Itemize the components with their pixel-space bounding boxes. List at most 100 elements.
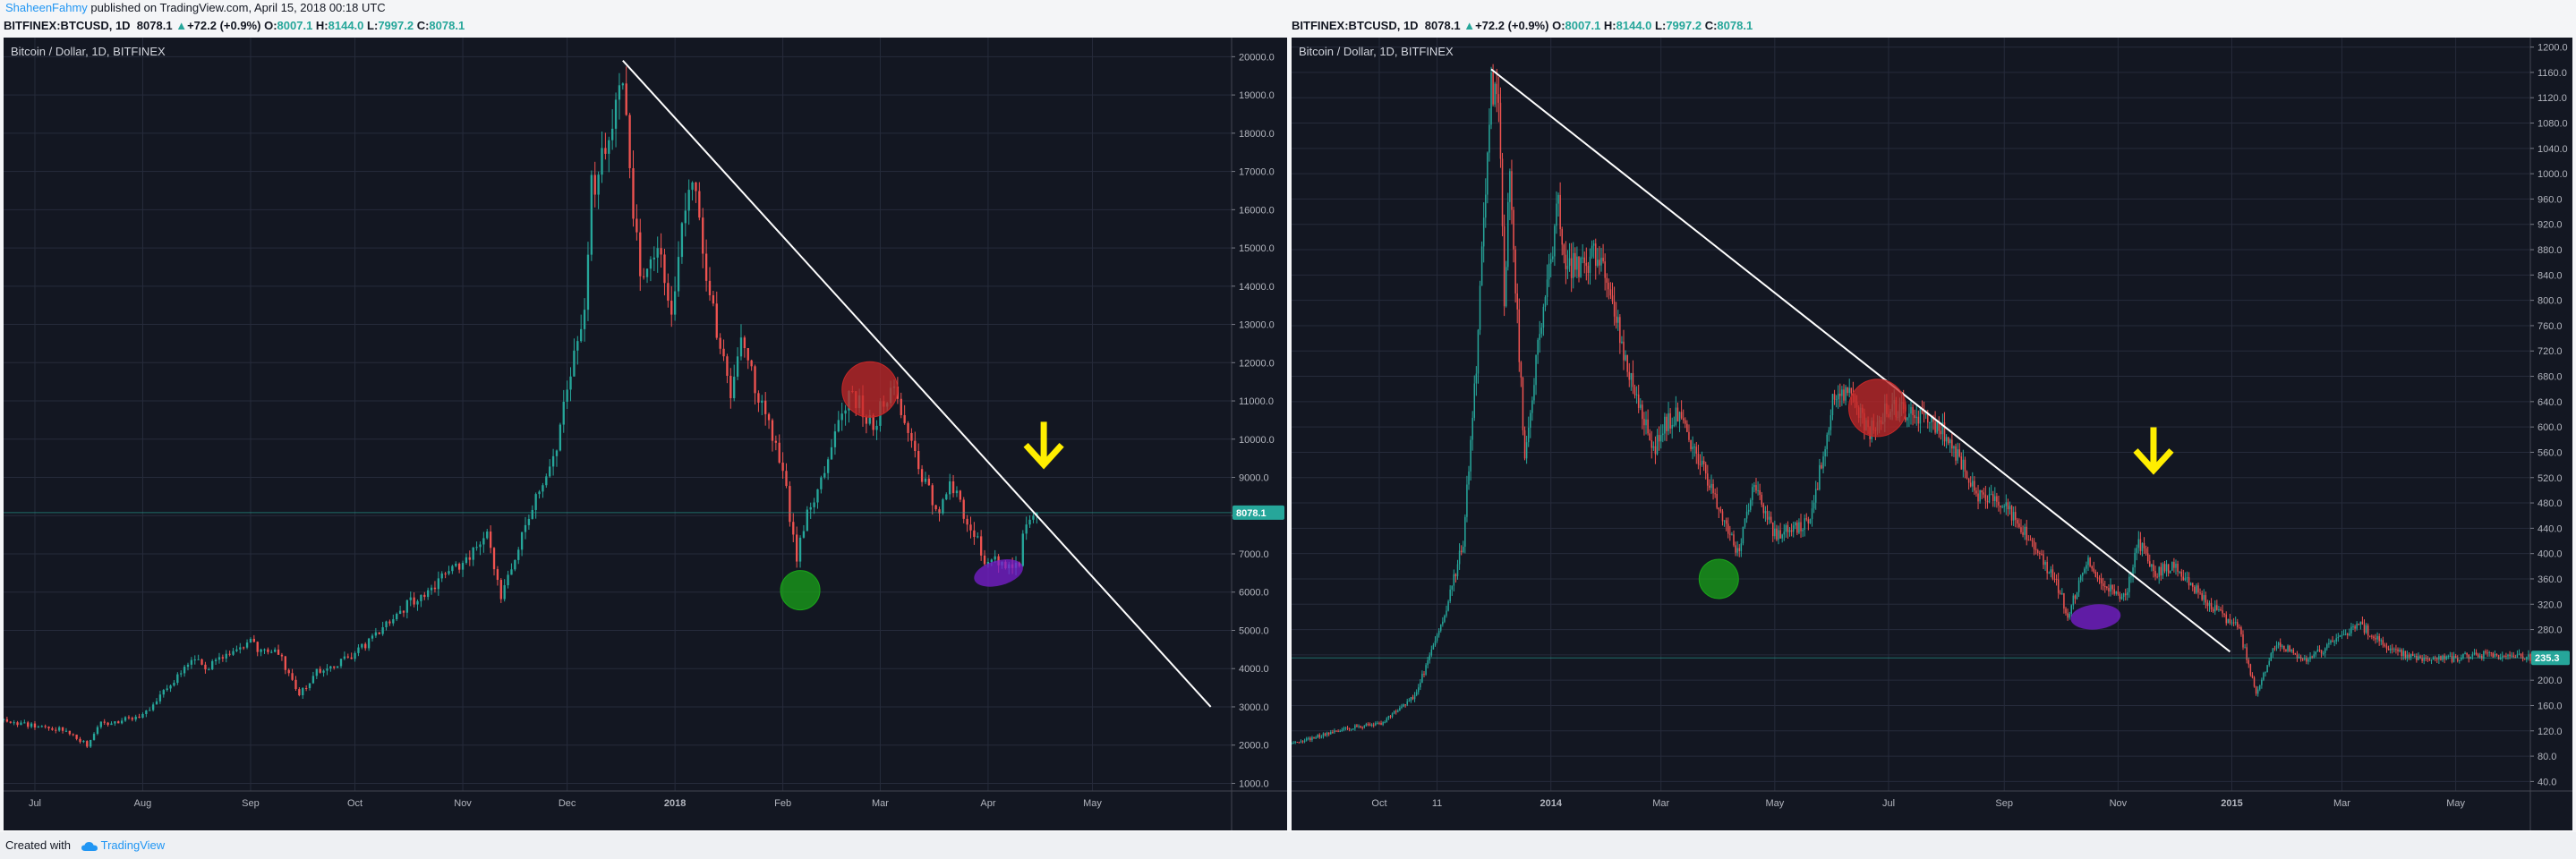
candle	[2137, 531, 2140, 554]
legend-high: 8144.0	[1616, 19, 1652, 32]
candle	[173, 680, 175, 687]
trendline[interactable]	[622, 59, 1212, 708]
y-tick-label: 160.0	[2538, 701, 2563, 711]
candle	[245, 639, 249, 650]
down-arrow-icon[interactable]	[2133, 427, 2174, 475]
candle	[1609, 282, 1612, 300]
candle	[1415, 689, 1418, 697]
candle	[183, 665, 186, 677]
x-tick-label: Jul	[1882, 798, 1895, 809]
candle	[840, 402, 843, 431]
chart-panel-2013-2015[interactable]: 40.080.0120.0160.0200.0240.0280.0320.036…	[1292, 38, 2572, 830]
candle	[2234, 617, 2237, 626]
candle	[983, 549, 986, 566]
candle	[2119, 591, 2121, 602]
candle	[2488, 651, 2490, 657]
candle	[2189, 582, 2192, 586]
candle	[2048, 571, 2050, 574]
candle	[1666, 413, 1668, 442]
candle	[1710, 474, 1712, 494]
candle	[1701, 451, 1703, 467]
candle	[1412, 694, 1414, 701]
green-circle-annotation[interactable]	[1698, 558, 1739, 600]
candle	[371, 634, 374, 642]
candle	[465, 553, 468, 566]
candle	[1346, 726, 1349, 731]
author-link[interactable]: ShaheenFahmy	[5, 1, 88, 14]
candle	[2232, 617, 2235, 626]
candle	[1915, 405, 1918, 426]
candle	[1719, 506, 1722, 514]
candle	[423, 591, 426, 600]
candle	[197, 654, 200, 660]
red-circle-annotation[interactable]	[841, 361, 899, 418]
last-price-label: 8078.1	[1236, 508, 1267, 519]
candle	[2378, 633, 2380, 646]
candle	[2000, 505, 2001, 515]
candle	[2136, 544, 2137, 561]
candle	[2253, 676, 2256, 688]
candle	[1738, 544, 1740, 557]
candle	[33, 720, 37, 730]
candle	[1709, 479, 1710, 491]
candle	[1807, 516, 1810, 531]
purple-ellipse-annotation[interactable]	[2069, 602, 2121, 632]
candle	[1393, 710, 1395, 715]
candle	[2197, 583, 2199, 599]
candle	[2036, 549, 2039, 557]
annotations[interactable]	[622, 59, 1212, 708]
candle	[569, 367, 572, 402]
y-tick-label: 40.0	[2538, 777, 2556, 787]
y-tick-label: 320.0	[2538, 600, 2563, 610]
candle	[270, 650, 273, 654]
candle	[496, 566, 499, 586]
red-circle-annotation[interactable]	[1847, 378, 1906, 438]
candle	[1557, 192, 1559, 217]
candle	[934, 505, 937, 512]
chart-panel-2017-2018[interactable]: 1000.0 2000.0 3000.0 4000.0 5000.0 6000.0 7000…	[4, 38, 1287, 830]
candle	[1774, 520, 1776, 540]
candle	[1327, 732, 1330, 736]
candle	[1516, 283, 1518, 324]
candle	[949, 473, 951, 500]
annotations[interactable]	[1490, 68, 2231, 653]
candle	[2279, 638, 2282, 652]
candle	[2113, 584, 2115, 596]
candle	[2218, 605, 2220, 612]
candle	[649, 256, 653, 282]
candle	[2151, 564, 2153, 572]
candle	[2039, 550, 2041, 559]
chart-canvas[interactable]: 40.080.0120.0160.0200.0240.0280.0320.036…	[1292, 38, 2572, 830]
candle	[2020, 519, 2022, 534]
candle	[1979, 489, 1981, 504]
trendline[interactable]	[1490, 68, 2231, 653]
candle	[2244, 643, 2246, 649]
candle	[1513, 206, 1514, 263]
purple-ellipse-annotation[interactable]	[971, 555, 1026, 592]
candle	[1917, 410, 1920, 432]
tradingview-link[interactable]: TradingView	[100, 838, 166, 852]
down-arrow-icon[interactable]	[1023, 421, 1064, 470]
candle	[1958, 443, 1960, 458]
candle	[398, 605, 402, 615]
green-circle-annotation[interactable]	[780, 570, 821, 611]
candle	[1458, 543, 1461, 570]
candle	[2094, 569, 2097, 578]
candle	[2014, 506, 2017, 528]
chart-canvas[interactable]: 1000.0 2000.0 3000.0 4000.0 5000.0 6000.0 7000…	[4, 38, 1287, 830]
candle	[924, 472, 927, 485]
candle	[1485, 178, 1487, 228]
candle	[590, 170, 593, 261]
candle	[1434, 636, 1437, 647]
candle	[1673, 416, 1676, 428]
candle	[583, 298, 586, 342]
published-text: published on TradingView.com, April 15, …	[87, 1, 386, 14]
candle	[1292, 741, 1294, 744]
candle	[416, 599, 419, 611]
candle	[635, 204, 638, 241]
candle	[1501, 152, 1504, 237]
candle	[1640, 398, 1642, 411]
x-tick-label: Oct	[347, 798, 363, 809]
candle	[2237, 618, 2239, 630]
candle	[186, 662, 190, 671]
